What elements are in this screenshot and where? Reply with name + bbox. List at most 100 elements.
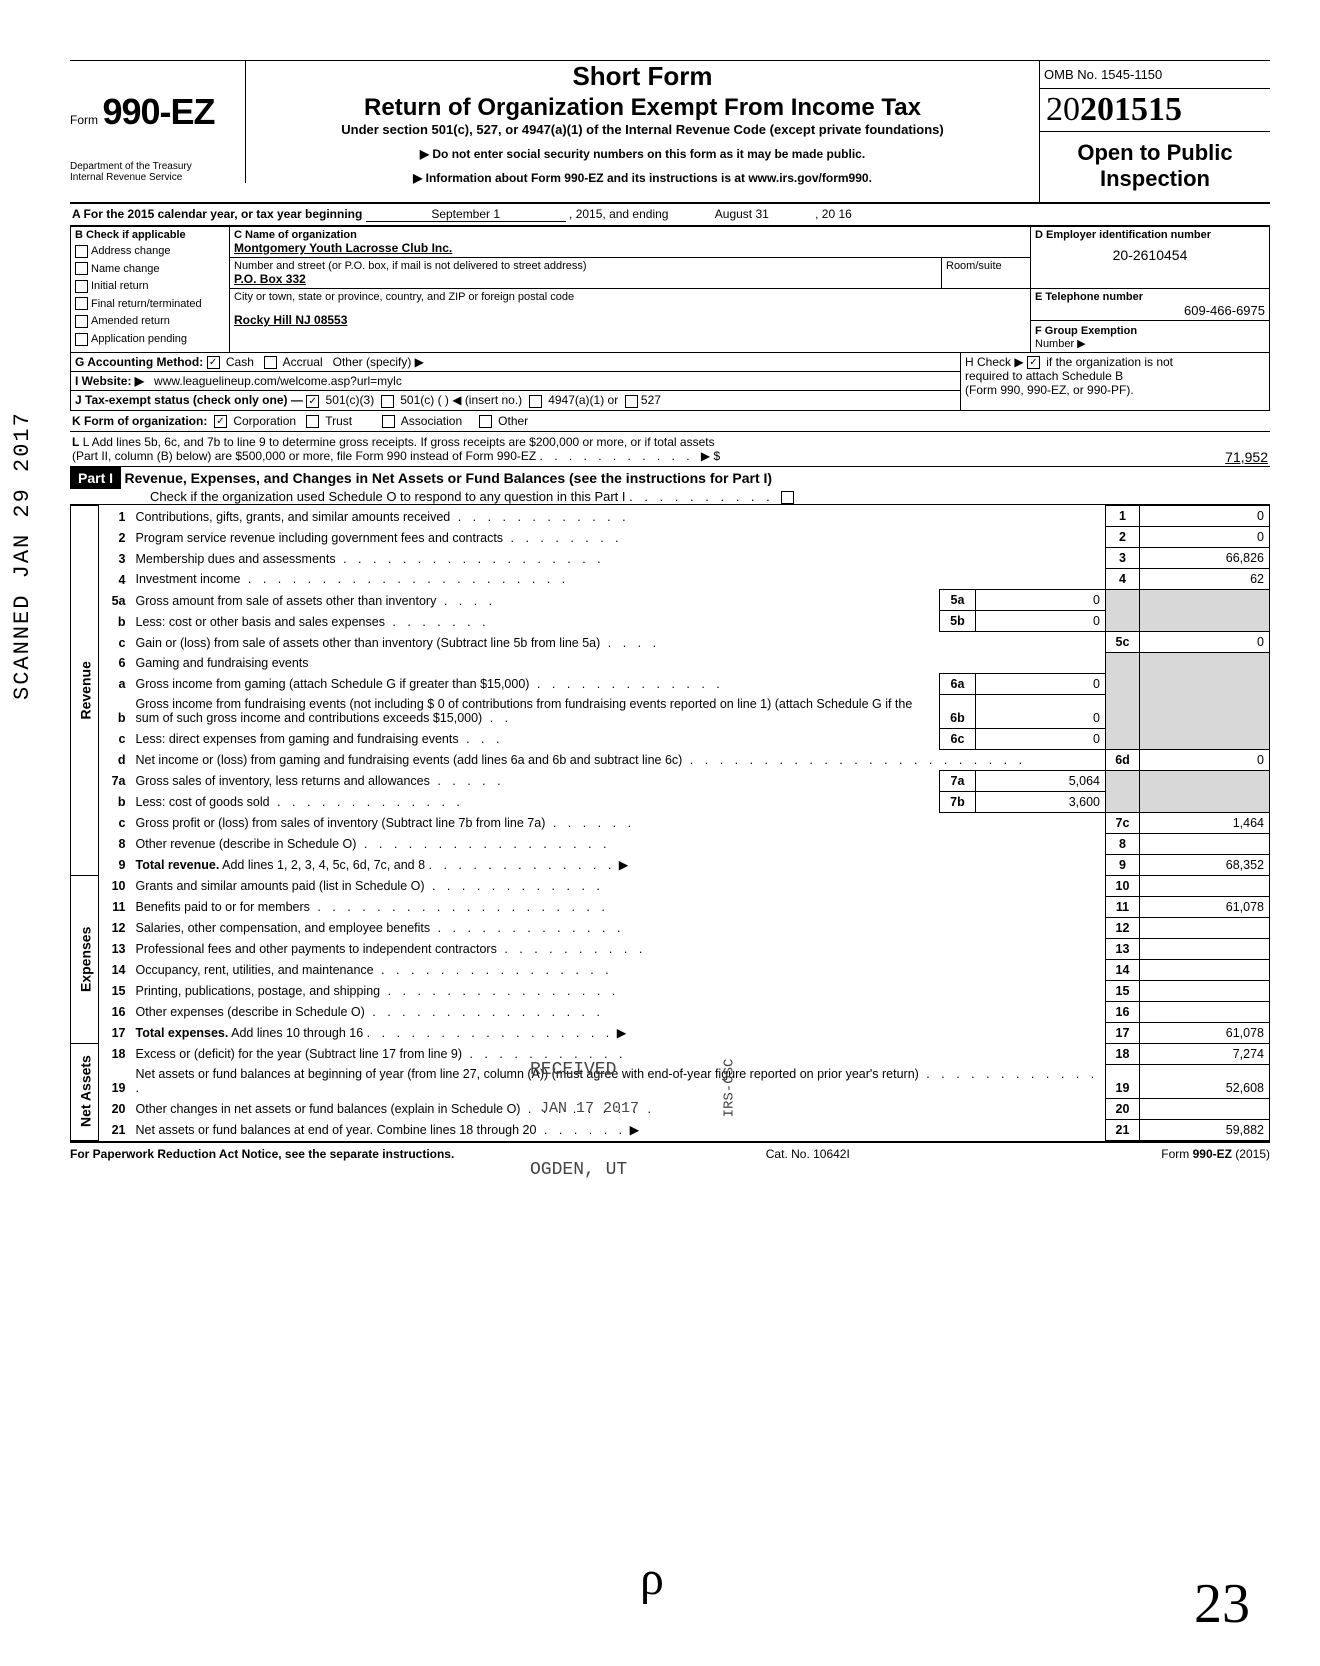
part1-title: Revenue, Expenses, and Changes in Net As…	[125, 470, 773, 486]
opt-527: 527	[641, 393, 661, 407]
line-num: 18	[99, 1043, 131, 1064]
line-num: 4	[99, 569, 131, 590]
signature-initial-1: ρ	[640, 1551, 664, 1606]
line-desc: Less: direct expenses from gaming and fu…	[136, 732, 459, 746]
section-j-label: J Tax-exempt status (check only one) —	[75, 393, 303, 407]
checkbox-527[interactable]	[625, 395, 638, 408]
amt-20	[1140, 1098, 1270, 1119]
line-desc: Benefits paid to or for members	[136, 900, 310, 914]
amt-9: 68,352	[1140, 854, 1270, 875]
box-num: 6c	[939, 728, 975, 749]
checkbox-part1-schedO[interactable]	[781, 491, 794, 504]
org-name: Montgomery Youth Lacrosse Club Inc.	[234, 241, 1026, 255]
gross-receipts: 71,952	[1225, 449, 1268, 465]
checkbox-trust[interactable]	[306, 415, 319, 428]
amt-3: 66,826	[1140, 548, 1270, 569]
checkbox-h[interactable]: ✓	[1027, 356, 1040, 369]
opt-501c: 501(c) (	[400, 393, 441, 407]
line-num: 10	[99, 875, 131, 896]
phone: 609-466-6975	[1035, 303, 1265, 318]
section-e-label: E Telephone number	[1035, 291, 1265, 303]
line-desc: Gaming and fundraising events	[131, 653, 1106, 674]
stamp-ogden: OGDEN, UT	[530, 1160, 627, 1180]
line-desc: Less: cost or other basis and sales expe…	[136, 615, 385, 629]
line-num: 3	[99, 548, 131, 569]
line-num: a	[99, 673, 131, 694]
line-desc: Other changes in net assets or fund bala…	[136, 1102, 521, 1116]
amt-5c: 0	[1140, 632, 1270, 653]
box-num: 17	[1106, 1022, 1140, 1043]
checkbox-name-change[interactable]	[75, 262, 88, 275]
amt-17: 61,078	[1140, 1022, 1270, 1043]
checkbox-4947[interactable]	[529, 395, 542, 408]
amt-2: 0	[1140, 527, 1270, 548]
checkbox-cash[interactable]: ✓	[207, 356, 220, 369]
checkbox-final[interactable]	[75, 297, 88, 310]
section-d-label: D Employer identification number	[1035, 229, 1265, 241]
netassets-label: Net Assets	[71, 1043, 99, 1140]
form-number: 990-EZ	[102, 91, 214, 132]
section-i-label: I Website: ▶	[75, 374, 144, 388]
amt-6d: 0	[1140, 749, 1270, 770]
stamp-date: JAN 17 2017	[540, 1100, 639, 1117]
section-f-label: F Group Exemption	[1035, 325, 1137, 337]
street-label: Number and street (or P.O. box, if mail …	[234, 260, 937, 272]
line-desc: Program service revenue including govern…	[136, 531, 504, 545]
line-num: b	[99, 694, 131, 728]
opt-final: Final return/terminated	[91, 298, 202, 310]
section-b-label: B Check if applicable	[75, 229, 225, 241]
dept-treasury: Department of the Treasury	[70, 161, 245, 172]
line-desc: Other expenses (describe in Schedule O)	[136, 1005, 365, 1019]
footer-right: Form 990-EZ (2015)	[1161, 1147, 1270, 1161]
line-num: 19	[99, 1064, 131, 1098]
amt-8	[1140, 833, 1270, 854]
section-a-text: A For the 2015 calendar year, or tax yea…	[72, 207, 362, 221]
amt-10	[1140, 875, 1270, 896]
line-num: 17	[99, 1022, 131, 1043]
checkbox-corp[interactable]: ✓	[214, 415, 227, 428]
scanned-stamp: SCANNED JAN 29 2017	[10, 411, 35, 700]
info-link: ▶ Information about Form 990-EZ and its …	[246, 171, 1039, 185]
stamp-received: RECEIVED	[530, 1060, 616, 1080]
section-l-2: (Part II, column (B) below) are $500,000…	[72, 449, 536, 463]
checkbox-other-k[interactable]	[479, 415, 492, 428]
checkbox-501c3[interactable]: ✓	[306, 395, 319, 408]
line-num: 21	[99, 1119, 131, 1140]
box-num: 2	[1106, 527, 1140, 548]
year-end: August 31	[672, 207, 812, 221]
checkbox-initial[interactable]	[75, 280, 88, 293]
section-k-label: K Form of organization:	[72, 414, 207, 428]
amt-15	[1140, 980, 1270, 1001]
checkbox-address-change[interactable]	[75, 245, 88, 258]
checkbox-501c[interactable]	[381, 395, 394, 408]
amt-12	[1140, 917, 1270, 938]
opt-corp: Corporation	[233, 414, 296, 428]
dept-irs: Internal Revenue Service	[70, 172, 245, 183]
opt-accrual: Accrual	[283, 355, 323, 369]
box-num: 21	[1106, 1119, 1140, 1140]
opt-cash: Cash	[226, 355, 254, 369]
box-num: 10	[1106, 875, 1140, 896]
checkbox-assoc[interactable]	[382, 415, 395, 428]
box-num: 8	[1106, 833, 1140, 854]
box-num: 18	[1106, 1043, 1140, 1064]
short-form-title: Short Form	[246, 61, 1039, 92]
amt-1: 0	[1140, 506, 1270, 527]
amt-13	[1140, 938, 1270, 959]
line-num: b	[99, 791, 131, 812]
line-desc: Gain or (loss) from sale of assets other…	[136, 636, 601, 650]
checkbox-pending[interactable]	[75, 333, 88, 346]
line-num: 13	[99, 938, 131, 959]
line-desc: Salaries, other compensation, and employ…	[136, 921, 431, 935]
line-num: b	[99, 611, 131, 632]
box-num: 9	[1106, 854, 1140, 875]
year-begin: September 1	[366, 207, 566, 222]
checkbox-accrual[interactable]	[264, 356, 277, 369]
opt-name: Name change	[91, 263, 160, 275]
amt-16	[1140, 1001, 1270, 1022]
amt-6b: 0	[975, 694, 1105, 728]
line-num: c	[99, 812, 131, 833]
line-num: 14	[99, 959, 131, 980]
box-num: 15	[1106, 980, 1140, 1001]
checkbox-amended[interactable]	[75, 315, 88, 328]
